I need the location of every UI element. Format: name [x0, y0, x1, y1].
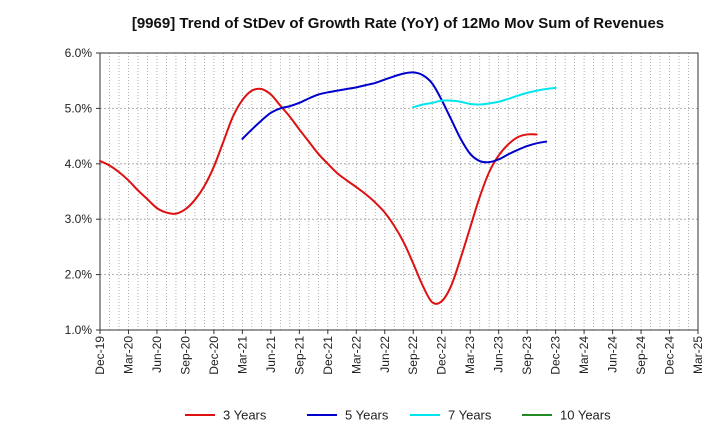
- x-tick-label: Jun-24: [606, 336, 620, 373]
- x-axis: Dec-19 Mar-20 Jun-20 Sep-20 Dec-20 Mar-21 Jun-…: [93, 330, 705, 375]
- x-tick-label: Mar-24: [577, 336, 591, 374]
- x-tick-label: Mar-25: [691, 336, 705, 374]
- series-line-5-years: [241, 71, 548, 164]
- y-tick-label: 2.0%: [65, 268, 93, 282]
- series-line-3-years: [99, 87, 538, 305]
- x-tick-label: Jun-21: [264, 336, 278, 373]
- x-tick-label: Sep-22: [406, 336, 420, 375]
- y-tick-label: 6.0%: [65, 46, 93, 60]
- legend: 3 Years 5 Years 7 Years 10 Years: [185, 408, 611, 423]
- grid-lines: [100, 53, 698, 330]
- x-tick-label: Sep-23: [520, 336, 534, 375]
- x-tick-label: Jun-23: [492, 336, 506, 373]
- x-tick-label: Dec-20: [207, 336, 221, 375]
- series-line-7-years: [412, 86, 557, 109]
- x-tick-label: Dec-21: [321, 336, 335, 375]
- series-lines: [99, 71, 557, 305]
- x-tick-label: Jun-20: [150, 336, 164, 373]
- legend-label-10-years: 10 Years: [560, 408, 611, 423]
- legend-label-7-years: 7 Years: [448, 408, 492, 423]
- x-tick-label: Dec-24: [663, 336, 677, 375]
- x-tick-label: Sep-21: [292, 336, 306, 375]
- x-tick-label: Dec-22: [435, 336, 449, 375]
- x-tick-label: Dec-23: [549, 336, 563, 375]
- legend-label-5-years: 5 Years: [345, 408, 389, 423]
- x-tick-label: Mar-21: [235, 336, 249, 374]
- x-tick-label: Mar-20: [121, 336, 135, 374]
- plot-frame: [99, 52, 699, 331]
- x-tick-label: Mar-22: [349, 336, 363, 374]
- y-tick-label: 5.0%: [65, 101, 93, 115]
- x-tick-label: Mar-23: [463, 336, 477, 374]
- y-tick-label: 4.0%: [65, 157, 93, 171]
- chart-title: [9969] Trend of StDev of Growth Rate (Yo…: [132, 15, 664, 32]
- y-tick-label: 1.0%: [65, 323, 93, 337]
- y-axis: 1.0% 2.0% 3.0% 4.0% 5.0% 6.0%: [65, 46, 100, 337]
- x-tick-label: Jun-22: [378, 336, 392, 373]
- legend-label-3-years: 3 Years: [223, 408, 267, 423]
- x-tick-label: Sep-24: [634, 336, 648, 375]
- x-tick-label: Sep-20: [178, 336, 192, 375]
- x-tick-label: Dec-19: [93, 336, 107, 375]
- y-tick-label: 3.0%: [65, 212, 93, 226]
